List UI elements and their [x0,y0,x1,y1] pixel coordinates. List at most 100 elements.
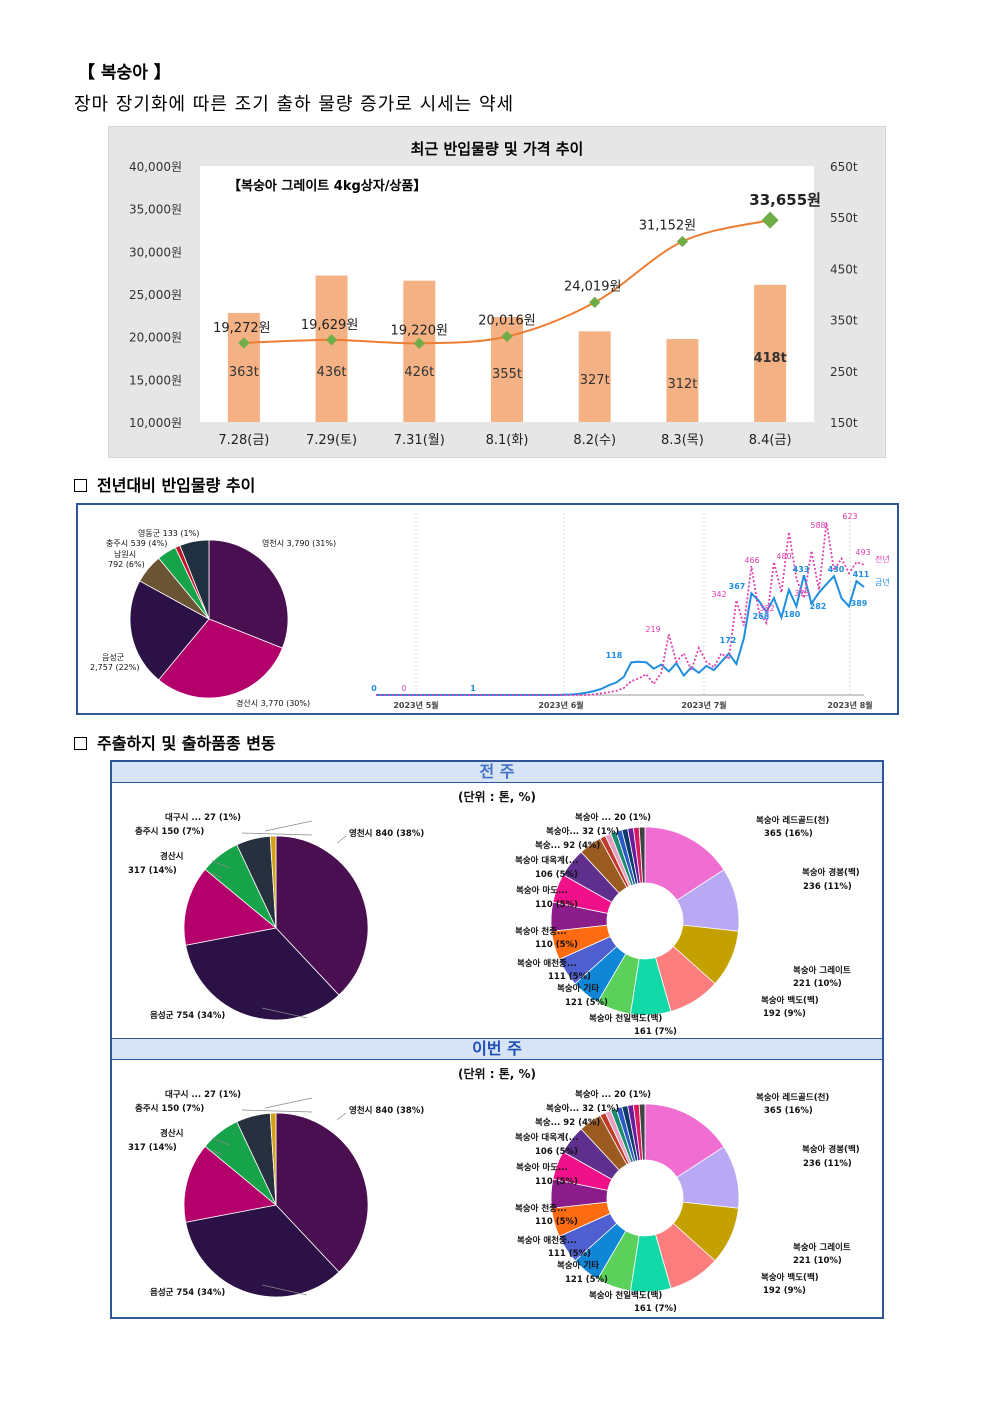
variety-label: 복숭아 천중... [515,926,567,937]
leader-line [211,872,223,879]
x-tick-label: 8.4(금) [749,433,792,448]
variety-label: 복숭아 그레이트 [793,965,851,976]
origin-label: 영천시 840 (38%) [349,828,424,839]
volume-label: 363t [229,365,259,380]
leader-line [336,835,347,844]
variety-label: 236 (11%) [803,882,852,892]
trend-panel-svg: 영천시 3,790 (31%) 경산시 3,770 (30%) 음성군 2,75… [90,512,890,710]
last-year-point-label: 382 [759,604,774,613]
leader-line [336,1112,347,1121]
y-left-tick: 20,000원 [129,331,182,345]
variety-label: 복숭아 애천중... [517,958,577,969]
trend-panel: 영천시 3,790 (31%) 경산시 3,770 (30%) 음성군 2,75… [76,503,899,715]
unit-label: (단위 : 톤, %) [458,789,536,804]
leader-line [261,1007,308,1019]
section-title: 【 복숭아 】 [78,63,171,83]
pie-label-eumseong-value: 2,757 (22%) [90,663,139,672]
last-year-point-label: 480 [776,552,791,561]
origin-label: 317 (14%) [128,866,177,876]
variety-label: 복숭아 애천중... [517,1235,577,1246]
pie-label-gyeongsan: 경산시 3,770 (30%) [236,698,310,708]
this-year-point-label: 389 [851,599,868,608]
volume-bar [578,331,611,422]
x-tick-label: 2023년 6월 [538,700,583,710]
x-tick-label: 2023년 5월 [393,700,438,710]
this-year-point-label: 268 [753,612,770,621]
last-year-point-label: 0 [401,684,406,693]
variety-label: 121 (5%) [565,1275,608,1285]
variety-label: 복숭... 92 (4%) [535,1117,600,1128]
price-marker [413,337,425,349]
variety-label: 복숭아... 32 (1%) [546,826,619,837]
y-right-tick: 150t [830,416,858,430]
series-line-last-year [376,522,865,696]
variety-label: 복숭아... 32 (1%) [546,1103,619,1114]
volume-label: 418t [753,351,786,366]
variety-label: 복숭아 ... 20 (1%) [575,1089,651,1100]
volume-label: 436t [317,365,347,380]
last-year-point-label: 493 [855,548,870,557]
volume-bar [315,275,348,422]
x-tick-label: 2023년 8월 [827,700,872,710]
section-summary: 장마 장기화에 따른 조기 출하 물량 증가로 시세는 약세 [74,94,515,115]
origin-pie [183,1112,369,1298]
price-label: 33,655원 [749,191,821,209]
origin-label: 대구시 ... 27 (1%) [165,1089,241,1100]
price-label: 24,019원 [564,279,621,294]
origin-section-heading: 주출하지 및 출하품종 변동 [74,730,276,754]
variety-label: 복숭아 기타 [557,1260,599,1271]
variety-label: 복숭아 기타 [557,983,599,994]
price-marker [325,334,338,346]
x-tick-label: 2023년 7월 [681,700,726,710]
variety-label: 복숭아 백도(백) [761,995,819,1006]
y-left-tick: 30,000원 [129,245,182,259]
pie-slice [179,539,210,620]
volume-price-chart: 최근 반입물량 및 가격 추이 【복숭아 그레이트 4kg상자/상품】 40,0… [108,126,886,458]
last-year-point-label: 588 [810,521,825,530]
week-band-this: 이번 주 [112,1038,882,1060]
leader-line [264,1097,313,1109]
variety-donut [550,1103,740,1293]
leader-line [241,1109,313,1113]
origin-section-title: 주출하지 및 출하품종 변동 [97,734,276,753]
variety-label: 복숭아 천일백도(백) [589,1013,662,1024]
variety-label: 111 (5%) [548,1249,591,1259]
pie-label-namwon-value: 792 (6%) [108,560,145,569]
y-left-tick: 35,000원 [129,203,182,217]
origin-label: 충주시 150 (7%) [135,826,204,837]
variety-label: 복숭아 경봉(백) [802,867,860,878]
this-year-point-label: 180 [784,610,801,619]
variety-label: 192 (9%) [763,1286,806,1296]
trend-section-title: 전년대비 반입물량 추이 [97,476,256,495]
pie-slice [269,1112,277,1206]
volume-bar [403,280,436,422]
variety-label: 복숭아 레드골드(천) [756,1092,829,1103]
volume-label: 312t [667,377,697,392]
variety-label: 221 (10%) [793,1256,842,1266]
price-label: 19,272원 [213,321,270,336]
checkbox-icon [74,737,87,750]
pie-slice [638,826,646,884]
this-year-point-label: 0 [371,684,377,693]
last-year-point-label: 342 [711,590,726,599]
pie-slice [129,580,210,681]
legend-last-year: 전년 [875,554,890,564]
price-label: 20,016원 [478,314,535,329]
volume-label: 327t [580,373,610,388]
this-year-point-label: 411 [853,570,870,579]
variety-donut [550,826,740,1016]
pie-slice [275,1112,369,1273]
variety-label: 복숭아 대옥계(... [515,1132,578,1143]
leader-line [211,1149,223,1156]
variety-label: 복숭아 천중... [515,1203,567,1214]
y-right-tick: 550t [830,211,858,225]
y-left-tick: 15,000원 [129,373,182,387]
pie-slice [275,835,369,996]
y-right-tick: 650t [830,160,858,174]
origin-pie [183,835,369,1021]
this-year-point-label: 433 [793,565,810,574]
price-marker [589,296,601,309]
legend-this-year: 금년 [875,577,890,587]
checkbox-icon [74,479,87,492]
pie-label-chungju: 충주시 539 (4%) [106,539,167,548]
